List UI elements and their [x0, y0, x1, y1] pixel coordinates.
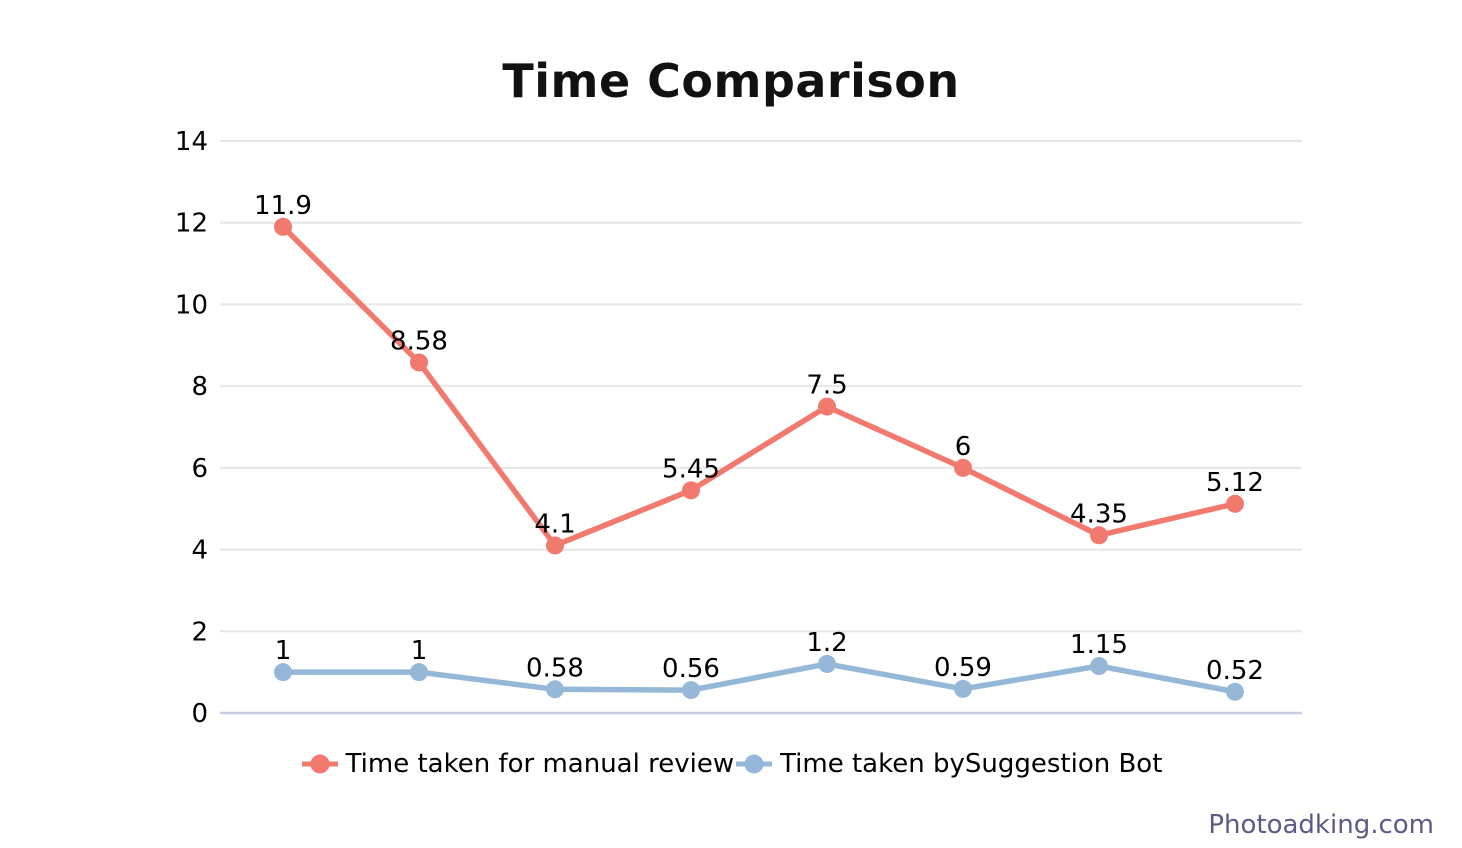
- data-point: [274, 663, 292, 682]
- data-point-label: 0.59: [934, 653, 992, 683]
- data-point-label: 8.58: [390, 326, 448, 356]
- data-point: [410, 663, 428, 682]
- legend-label-suggestion-bot: Time taken bySuggestion Bot: [780, 749, 1163, 779]
- data-point-label: 4.1: [534, 509, 575, 539]
- data-point-label: 5.45: [662, 454, 720, 484]
- data-point: [274, 217, 292, 236]
- series-line: [280, 224, 1238, 549]
- data-point-label: 0.52: [1206, 656, 1264, 686]
- legend-marker-dot: [744, 754, 764, 774]
- data-point-label: 0.58: [526, 653, 584, 683]
- legend: Time taken for manual review Time taken …: [0, 749, 1462, 779]
- data-point-label: 7.5: [806, 371, 847, 401]
- y-tick-label: 4: [191, 536, 208, 566]
- legend-item-suggestion-bot: Time taken bySuggestion Bot: [734, 749, 1162, 779]
- legend-label-manual-review: Time taken for manual review: [345, 749, 735, 779]
- y-tick-label: 14: [175, 127, 208, 157]
- data-point-label: 1: [275, 636, 292, 666]
- data-point: [682, 681, 700, 700]
- data-point-label: 4.35: [1070, 499, 1128, 529]
- legend-item-manual-review: Time taken for manual review: [300, 749, 735, 779]
- y-tick-label: 8: [191, 372, 208, 402]
- watermark: Photoadking.com: [1208, 810, 1434, 840]
- y-tick-label: 10: [175, 290, 208, 320]
- data-point: [682, 481, 700, 500]
- data-point: [818, 397, 836, 416]
- data-point-label: 6: [955, 432, 972, 462]
- data-point: [818, 654, 836, 673]
- y-tick-label: 12: [175, 209, 208, 239]
- data-point: [954, 679, 972, 698]
- data-point: [1226, 494, 1244, 513]
- legend-marker-dot: [310, 754, 330, 774]
- data-point-label: 1.15: [1070, 630, 1128, 660]
- series-line: [280, 661, 1238, 695]
- suggestion-bot-legend-marker-icon: [736, 754, 773, 774]
- data-point: [546, 536, 564, 555]
- data-point: [410, 353, 428, 372]
- data-point-label: 1.2: [806, 628, 847, 658]
- data-point: [1090, 657, 1108, 676]
- chart-title: Time Comparison: [502, 54, 960, 108]
- data-point: [954, 458, 972, 477]
- y-tick-label: 0: [191, 699, 208, 729]
- data-point-label: 1: [411, 636, 428, 666]
- data-point: [1090, 526, 1108, 545]
- manual-review-legend-marker-icon: [301, 754, 338, 774]
- data-point-label: 5.12: [1206, 468, 1264, 498]
- data-point: [1226, 682, 1244, 701]
- y-tick-label: 6: [191, 454, 208, 484]
- y-tick-label: 2: [191, 617, 208, 647]
- data-point-label: 11.9: [254, 191, 312, 221]
- data-point-label: 0.56: [662, 654, 720, 684]
- data-point: [546, 680, 564, 699]
